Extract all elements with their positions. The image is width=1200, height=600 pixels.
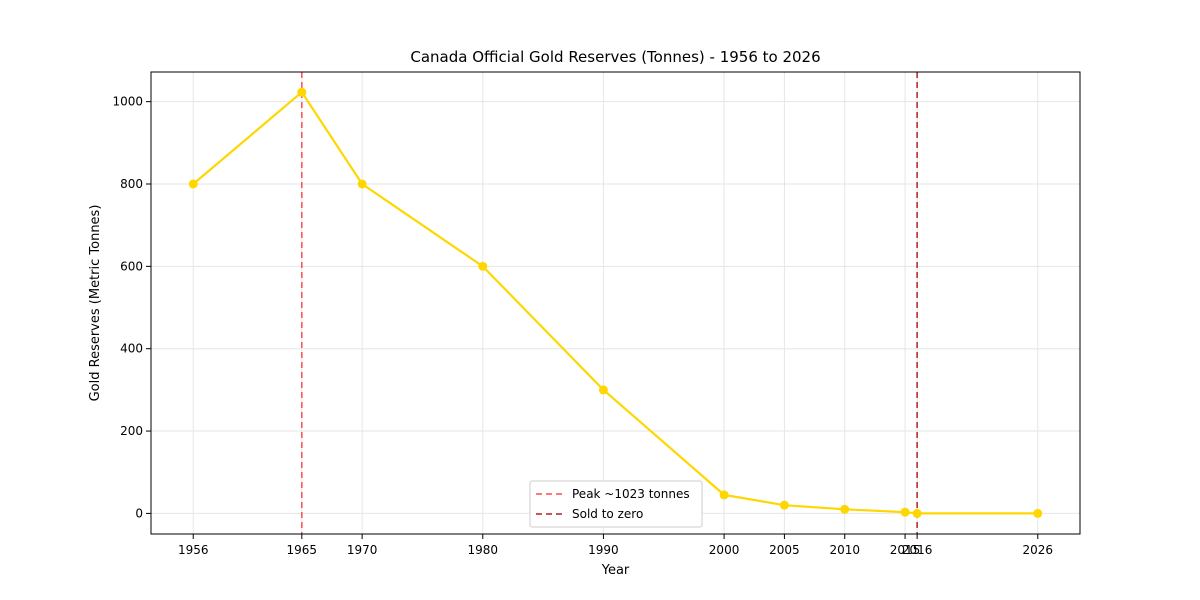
y-tick-label: 1000: [112, 95, 143, 109]
y-tick-label: 400: [120, 342, 143, 356]
y-axis-ticks: 0 200 400 600 800 1000: [112, 95, 151, 520]
data-point: [478, 261, 488, 271]
data-point: [840, 504, 850, 514]
legend-box: [529, 480, 703, 528]
x-tick-label: 2016: [902, 543, 933, 557]
chart-title: Canada Official Gold Reserves (Tonnes) -…: [410, 48, 820, 66]
x-tick-label: 2015: [890, 543, 921, 557]
x-axis-label: Year: [601, 563, 630, 578]
x-tick-label: 1970: [347, 543, 378, 557]
plot-frame: [150, 71, 1081, 535]
x-tick-label: 1990: [588, 543, 619, 557]
y-tick-label: 0: [135, 506, 143, 520]
data-point: [1033, 508, 1043, 518]
series-layer: [188, 87, 1043, 518]
x-tick-label: 1965: [287, 543, 318, 557]
y-tick-label: 200: [120, 424, 143, 438]
x-tick-label: 2026: [1022, 543, 1053, 557]
y-tick-label: 600: [120, 259, 143, 273]
legend-label-sold: Sold to zero: [572, 507, 643, 521]
x-tick-label: 2000: [709, 543, 740, 557]
x-tick-label: 1980: [468, 543, 499, 557]
reference-lines: [301, 72, 918, 534]
y-tick-label: 800: [120, 177, 143, 191]
x-tick-label: 2005: [769, 543, 800, 557]
x-tick-label: 2010: [829, 543, 860, 557]
data-point: [297, 87, 307, 97]
data-point: [912, 508, 922, 518]
data-point: [188, 179, 198, 189]
x-tick-label: 1956: [178, 543, 209, 557]
data-point: [719, 490, 729, 500]
legend-label-peak: Peak ~1023 tonnes: [572, 487, 690, 501]
data-point: [598, 385, 608, 395]
data-point: [900, 507, 910, 517]
data-point: [357, 179, 367, 189]
x-axis-ticks: 1956 1965 1970 1980 1990 2000 2005 2010 20152016…: [178, 534, 1053, 557]
y-axis-label: Gold Reserves (Metric Tonnes): [88, 205, 103, 402]
data-point: [779, 500, 789, 510]
legend: Peak ~1023 tonnes Sold to zero: [529, 480, 703, 528]
